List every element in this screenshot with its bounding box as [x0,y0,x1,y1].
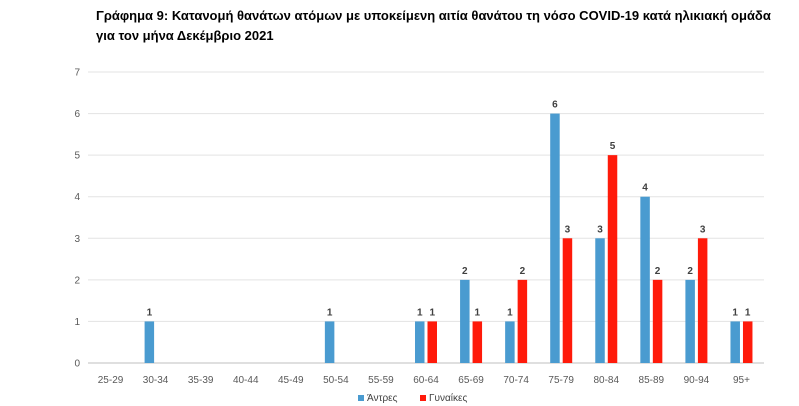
data-label: 1 [147,307,153,318]
data-label: 3 [597,224,603,235]
data-label: 1 [417,307,423,318]
bar [685,279,695,363]
bar [415,321,425,363]
bar [697,238,708,363]
x-tick-label: 40-44 [233,375,259,386]
x-tick-label: 95+ [733,375,750,386]
x-axis-ticks: 25-29 30-34 35-39 40-44 45-49 50-54 55-59 60-64… [98,375,750,386]
data-label: 1 [475,307,481,318]
chart-title: Γράφημα 9: Κατανομή θανάτων ατόμων με υπ… [96,8,771,43]
x-tick-label: 65-69 [458,375,484,386]
x-tick-label: 50-54 [323,375,349,386]
bar [144,321,155,363]
legend-label: Γυναίκες [429,392,467,404]
x-tick-label: 25-29 [98,375,124,386]
bars [144,113,753,363]
bar [460,279,470,363]
y-tick-label: 2 [74,275,80,286]
data-label: 2 [462,266,468,277]
data-label: 3 [700,224,706,235]
data-label: 2 [520,266,526,277]
x-tick-label: 85-89 [639,375,665,386]
data-label: 1 [429,307,435,318]
data-label: 2 [655,266,661,277]
y-tick-label: 4 [74,192,80,203]
bar [595,238,605,363]
bar [427,321,437,363]
bar [324,321,335,363]
bar [550,113,560,363]
bar [730,321,740,363]
legend: Άντρες Γυναίκες [358,392,467,404]
y-tick-label: 3 [74,234,80,245]
bar [640,196,650,363]
data-label: 2 [687,266,693,277]
bar [517,279,528,363]
data-label: 1 [327,307,333,318]
bar [562,238,573,363]
x-tick-label: 75-79 [548,375,574,386]
data-label: 6 [552,100,558,111]
y-axis-ticks: 0 1 2 3 4 5 6 7 [74,68,80,370]
x-tick-label: 45-49 [278,375,304,386]
x-tick-label: 60-64 [413,375,439,386]
bar [607,155,618,363]
x-tick-label: 80-84 [593,375,619,386]
x-tick-label: 55-59 [368,375,394,386]
x-tick-label: 35-39 [188,375,214,386]
data-label: 1 [507,307,513,318]
x-tick-label: 30-34 [143,375,169,386]
data-label: 3 [565,224,571,235]
bar [742,321,753,363]
y-tick-label: 5 [74,151,80,162]
y-tick-label: 7 [74,68,80,79]
legend-swatch [358,395,364,401]
x-tick-label: 70-74 [503,375,529,386]
data-label: 1 [745,307,751,318]
y-tick-label: 1 [74,317,80,328]
y-tick-label: 0 [74,359,80,370]
legend-swatch [420,395,426,401]
x-tick-label: 90-94 [684,375,710,386]
bar [652,279,663,363]
bar [505,321,515,363]
data-label: 5 [610,141,616,152]
bar [472,321,483,363]
data-label: 4 [642,183,648,194]
y-tick-label: 6 [74,109,80,120]
gridlines [88,71,764,364]
legend-label: Άντρες [367,393,398,404]
data-label: 1 [732,307,738,318]
